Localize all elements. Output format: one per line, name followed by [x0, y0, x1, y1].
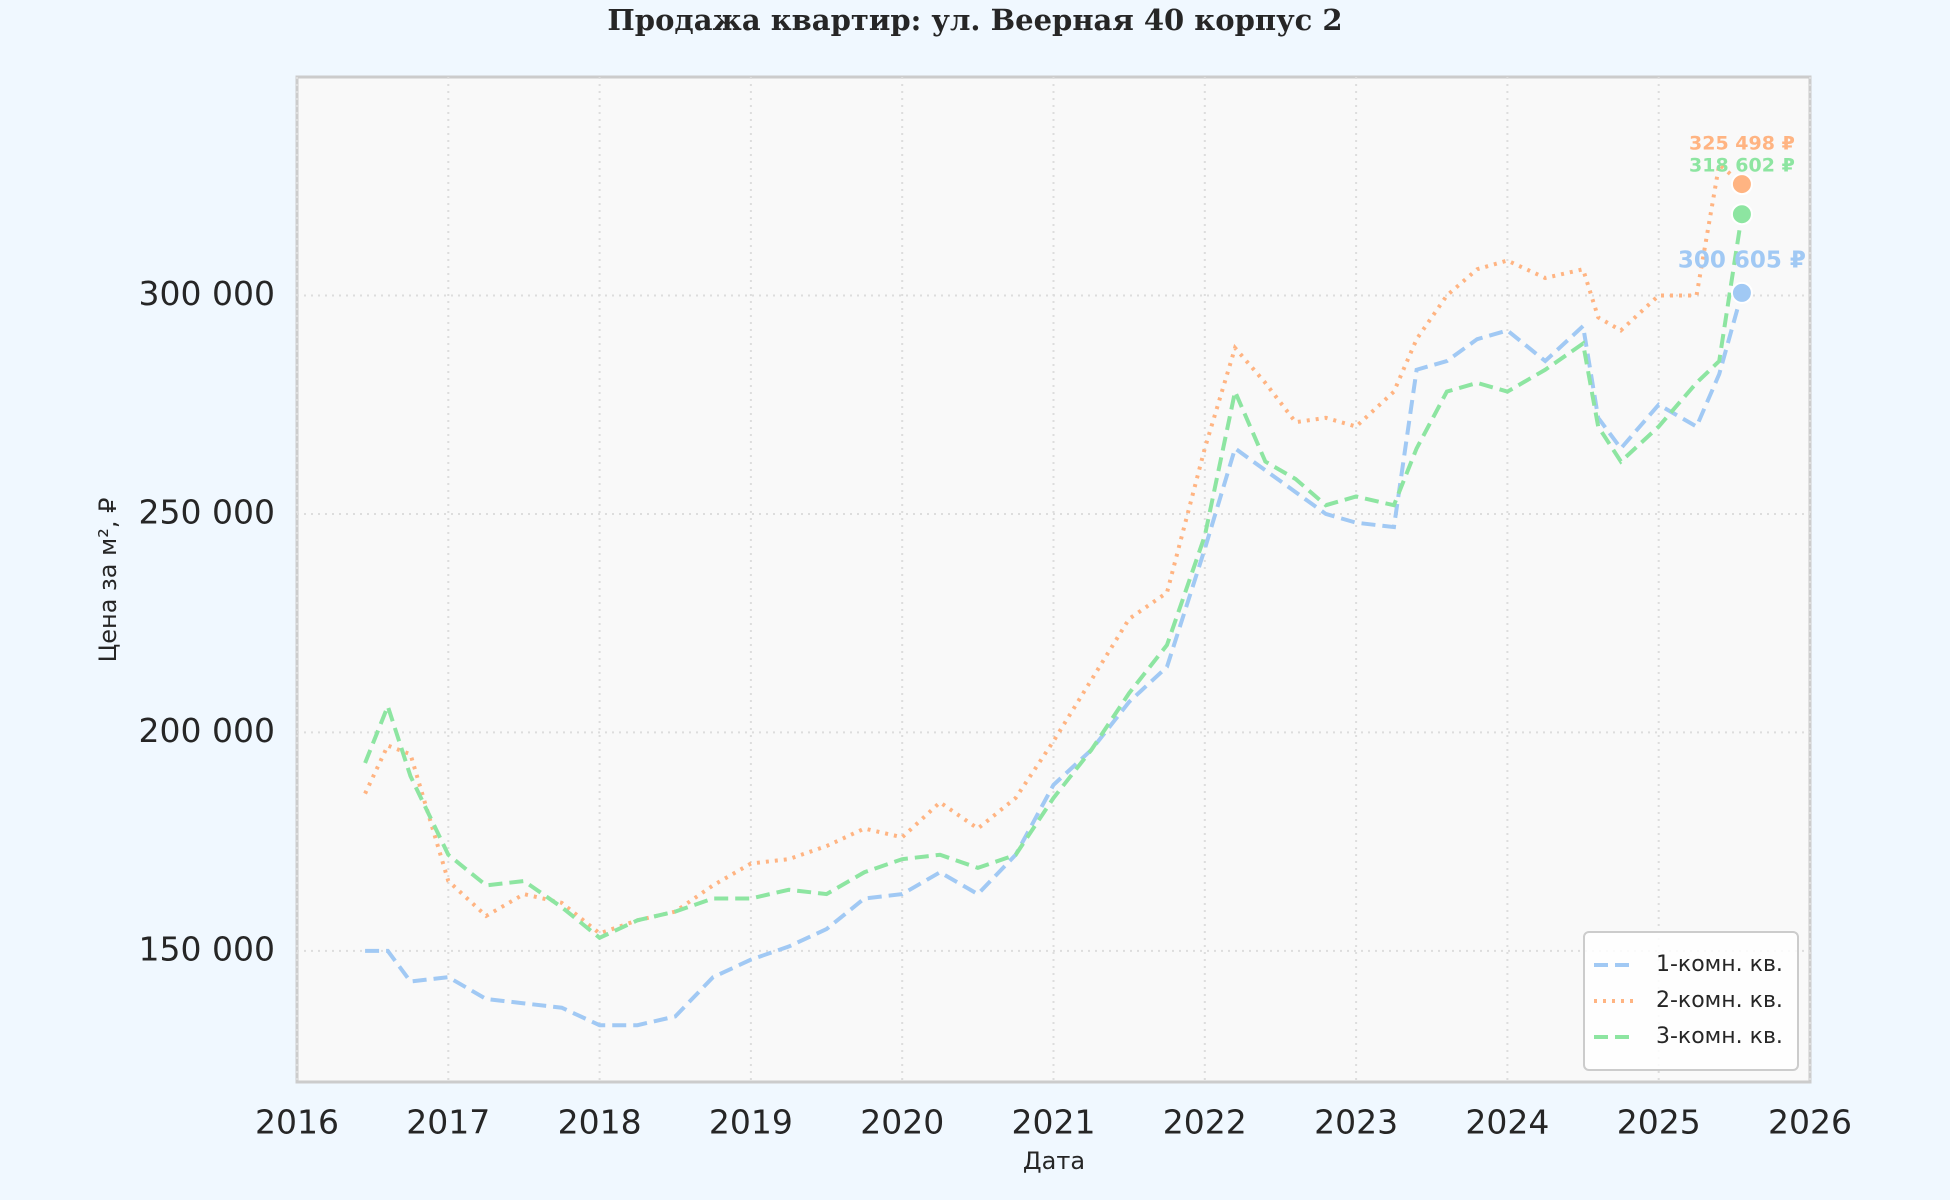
x-tick-label: 2022 [1163, 1103, 1247, 1142]
x-tick-label: 2026 [1768, 1103, 1852, 1142]
x-axis-label: Дата [1023, 1147, 1085, 1175]
end-point [1730, 173, 1753, 196]
legend-box [1583, 931, 1799, 1071]
end-point [1730, 281, 1753, 304]
y-tick-label: 150 000 [139, 929, 275, 968]
value-label: 318 602 ₽ [1689, 155, 1795, 177]
x-tick-label: 2025 [1617, 1103, 1701, 1142]
y-tick-label: 200 000 [139, 711, 275, 750]
x-tick-label: 2019 [709, 1103, 793, 1142]
x-tick-label: 2017 [406, 1103, 490, 1142]
x-tick-label: 2023 [1314, 1103, 1398, 1142]
x-tick-label: 2021 [1012, 1103, 1096, 1142]
y-tick-label: 300 000 [139, 274, 275, 313]
legend-label: 1-комн. кв. [1656, 952, 1783, 977]
y-tick-label: 250 000 [139, 492, 275, 531]
legend: 1-комн. кв. 2-комн. кв. 3-комн. кв. [1583, 931, 1799, 1071]
x-tick-label: 2020 [860, 1103, 944, 1142]
x-tick-label: 2018 [558, 1103, 642, 1142]
x-tick-label: 2024 [1465, 1103, 1549, 1142]
y-axis-label: Цена за м², ₽ [94, 498, 122, 663]
chart-title: Продажа квартир: ул. Веерная 40 корпус 2 [607, 3, 1342, 37]
end-point [1730, 203, 1753, 226]
value-label: 325 498 ₽ [1689, 133, 1795, 155]
series-line [365, 292, 1744, 1028]
legend-label: 3-комн. кв. [1656, 1024, 1783, 1049]
legend-label: 2-комн. кв. [1656, 988, 1783, 1013]
x-tick-label: 2016 [255, 1103, 339, 1142]
value-label: 300 605 ₽ [1678, 247, 1806, 273]
plot-area [295, 75, 1812, 1084]
